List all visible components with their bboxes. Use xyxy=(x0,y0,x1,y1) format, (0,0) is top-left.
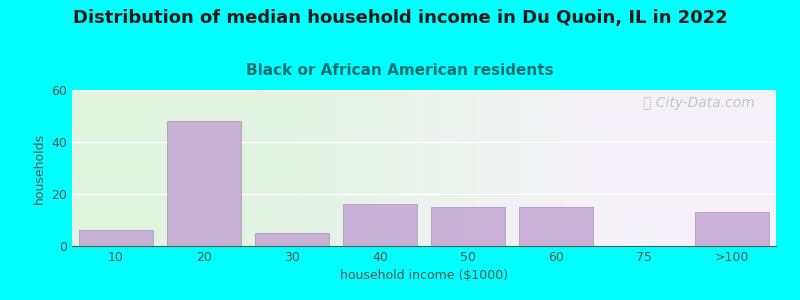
Text: Distribution of median household income in Du Quoin, IL in 2022: Distribution of median household income … xyxy=(73,9,727,27)
Bar xyxy=(694,212,770,246)
Bar xyxy=(78,230,154,246)
Text: ⓘ City-Data.com: ⓘ City-Data.com xyxy=(643,96,755,110)
Bar xyxy=(254,233,330,246)
X-axis label: household income ($1000): household income ($1000) xyxy=(340,269,508,282)
Bar xyxy=(166,121,242,246)
Bar xyxy=(518,207,594,246)
Text: Black or African American residents: Black or African American residents xyxy=(246,63,554,78)
Bar xyxy=(342,204,418,246)
Bar xyxy=(430,207,506,246)
Y-axis label: households: households xyxy=(33,132,46,204)
